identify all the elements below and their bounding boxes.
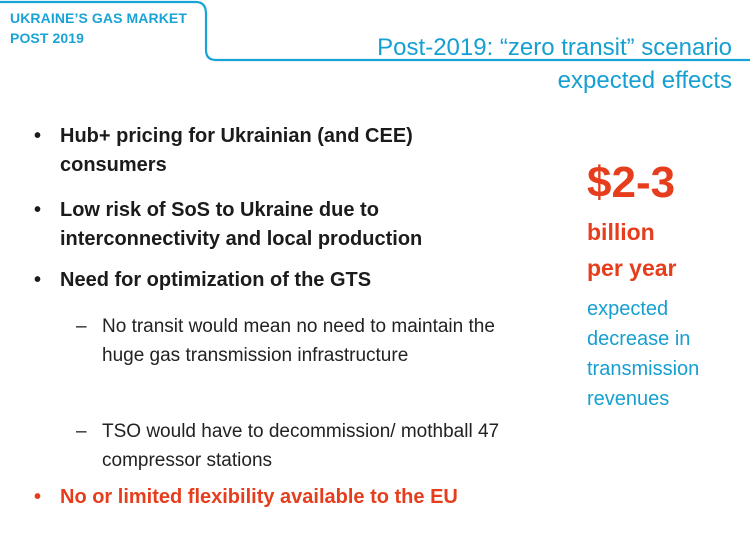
section-label-line-1: UKRAINE’S GAS MARKET — [10, 10, 188, 26]
revenue-impact-description-line-2: decrease in — [587, 328, 691, 350]
sub-bullet-no-transit: No transit would mean no need to maintai… — [76, 312, 522, 370]
bullet-gts-optimization: Need for optimization of the GTS — [34, 266, 500, 295]
bullet-hub-pricing: Hub+ pricing for Ukrainian (and CEE) con… — [34, 122, 490, 180]
revenue-impact-description: expected decrease in transmission revenu… — [587, 294, 737, 414]
slide-title-line-2: expected effects — [557, 67, 732, 94]
revenue-impact-unit: billion per year — [587, 214, 737, 286]
bullet-low-risk-sos: Low risk of SoS to Ukraine due to interc… — [34, 196, 500, 254]
revenue-impact-unit-line-2: per year — [587, 255, 677, 281]
section-label-line-2: POST 2019 — [10, 30, 85, 46]
revenue-impact-callout: $2-3 billion per year expected decrease … — [587, 160, 737, 414]
revenue-impact-amount: $2-3 — [587, 158, 676, 207]
slide-title-line-1: Post-2019: “zero transit” scenario — [377, 34, 732, 61]
sub-bullet-tso-decommission: TSO would have to decommission/ mothball… — [76, 417, 522, 475]
section-label: UKRAINE’S GAS MARKET POST 2019 — [10, 8, 187, 48]
revenue-impact-description-line-4: revenues — [587, 388, 670, 410]
slide-title: Post-2019: “zero transit” scenario expec… — [377, 31, 732, 97]
bullet-limited-flexibility: No or limited flexibility available to t… — [34, 483, 560, 512]
revenue-impact-unit-line-1: billion — [587, 219, 655, 245]
revenue-impact-description-line-3: transmission — [587, 358, 700, 380]
revenue-impact-description-line-1: expected — [587, 298, 669, 320]
